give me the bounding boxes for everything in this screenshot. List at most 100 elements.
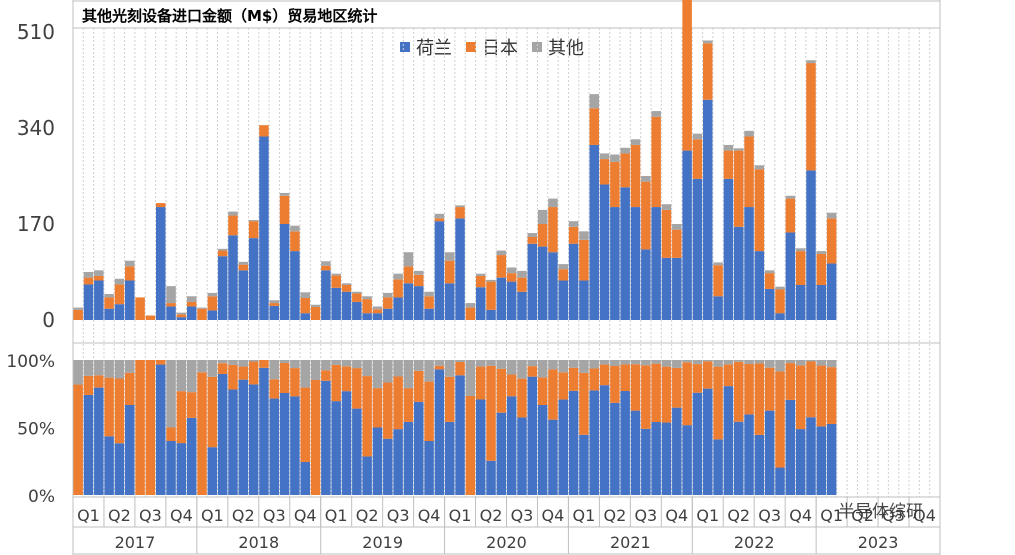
pct-bar-japan [733,361,744,422]
bar-other [744,130,754,137]
quarter-label: Q1 [573,506,596,525]
bar-netherlands [558,280,569,320]
legend-swatch-japan [466,42,476,52]
bar-other [527,233,538,237]
pct-bar-other [248,360,259,362]
pct-bar-other [217,360,228,364]
bar-japan [630,144,641,208]
bar-japan [83,277,94,285]
bar-japan [744,136,754,208]
bar-netherlands [383,308,393,320]
pct-bar-japan [579,372,589,435]
pct-bar-japan [599,364,610,386]
bar-japan [785,198,796,233]
quarter-label: Q1 [201,506,224,525]
pct-bar-other [496,360,507,369]
bar-other [186,296,197,302]
quarter-label: Q2 [851,506,874,525]
pct-bar-netherlands [651,422,661,495]
bar-japan [486,281,496,310]
pct-bar-netherlands [125,405,135,495]
bar-other [444,252,455,261]
pct-bar-other [341,360,352,367]
bar-japan [589,108,599,145]
pct-bar-other [723,360,734,365]
pct-bar-other [176,360,187,392]
bar-other [197,307,207,309]
pct-bar-japan [692,364,703,393]
pct-bar-netherlands [166,441,176,495]
bar-netherlands [455,218,465,320]
y-tick-label: 0 [42,308,55,332]
pct-bar-japan [94,375,104,388]
bar-netherlands [279,224,290,320]
bar-netherlands [176,317,187,320]
pct-bar-other [744,360,754,365]
pct-bar-other [713,360,723,367]
bar-other [104,294,114,298]
pct-bar-netherlands [682,425,692,495]
pct-bar-other [537,360,548,378]
pct-bar-japan [248,361,259,385]
pct-bar-japan [816,365,827,427]
pct-bar-japan [155,360,166,365]
pct-bar-netherlands [486,460,496,495]
quarter-label: Q1 [77,506,100,525]
quarter-label: Q1 [820,506,843,525]
bar-netherlands [682,150,692,320]
bar-japan [300,297,310,314]
legend-swatch-netherlands [400,42,410,52]
bar-japan [651,116,661,208]
bar-netherlands [486,309,496,320]
pct-bar-netherlands [517,417,527,495]
pct-y-tick-label: 100% [6,352,55,372]
pct-bar-netherlands [754,434,765,495]
bar-netherlands [207,310,218,320]
pct-bar-netherlands [331,401,341,495]
bar-other [279,192,290,196]
pct-bar-other [228,360,238,365]
bar-netherlands [641,249,651,320]
pct-bar-netherlands [341,391,352,495]
bar-netherlands [362,313,372,320]
pct-bar-other [166,360,176,428]
pct-bar-other [589,360,599,369]
pct-bar-japan [352,368,362,409]
bar-other [125,260,135,267]
pct-bar-netherlands [321,380,331,495]
pct-bar-japan [806,361,816,418]
pct-bar-other [310,360,321,380]
bar-japan [104,297,114,309]
bar-other [579,231,589,240]
pct-bar-netherlands [383,438,393,495]
quarter-label: Q1 [449,506,472,525]
bar-netherlands [599,184,610,320]
year-label: 2022 [734,533,775,552]
bar-other [517,270,527,278]
pct-bar-netherlands [630,410,641,495]
bar-other [321,261,331,266]
bar-other [816,251,827,254]
bar-netherlands [496,277,507,320]
pct-bar-netherlands [186,417,197,495]
bar-japan [259,125,269,137]
pct-bar-netherlands [403,421,414,495]
bar-other [661,204,672,210]
pct-bar-japan [341,366,352,392]
pct-bar-netherlands [444,421,455,495]
pct-bar-japan [186,392,197,418]
pct-bar-netherlands [155,364,166,495]
bar-netherlands [444,283,455,320]
pct-bar-japan [217,363,228,374]
bar-other [393,273,403,280]
bar-netherlands [754,251,765,320]
quarter-label: Q1 [696,506,719,525]
pct-bar-other [672,360,682,368]
pct-bar-japan [434,365,445,370]
bar-other [455,205,465,208]
pct-bar-japan [444,376,455,422]
pct-bar-netherlands [775,467,785,495]
pct-bar-other [775,360,785,372]
